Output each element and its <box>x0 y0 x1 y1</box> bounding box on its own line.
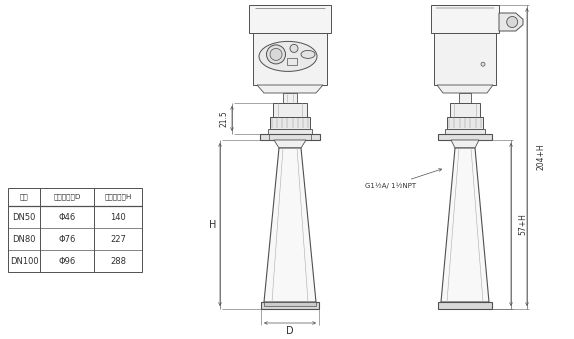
Text: 227: 227 <box>110 235 126 243</box>
Polygon shape <box>437 85 493 93</box>
Polygon shape <box>264 148 316 302</box>
Polygon shape <box>257 85 323 93</box>
Text: DN50: DN50 <box>12 213 36 221</box>
Text: Φ76: Φ76 <box>59 235 76 243</box>
Bar <box>438 302 492 309</box>
Bar <box>445 129 485 134</box>
Bar <box>249 5 331 33</box>
Text: 喇叭口直径D: 喇叭口直径D <box>53 194 81 200</box>
Bar <box>264 302 316 305</box>
Text: 204+H: 204+H <box>537 144 545 170</box>
Text: 法兰: 法兰 <box>20 194 28 200</box>
Polygon shape <box>441 148 489 302</box>
Polygon shape <box>499 13 523 31</box>
Text: 57+H: 57+H <box>518 214 528 236</box>
Bar <box>287 58 297 65</box>
Circle shape <box>290 44 298 53</box>
Bar <box>447 117 483 129</box>
Text: 140: 140 <box>110 213 126 221</box>
Bar <box>260 134 320 140</box>
Polygon shape <box>451 140 479 148</box>
Text: 喇叭口高度H: 喇叭口高度H <box>104 194 131 200</box>
Text: Φ46: Φ46 <box>59 213 76 221</box>
Bar <box>273 103 307 117</box>
Text: 21.5: 21.5 <box>219 110 228 127</box>
Bar <box>8 188 142 272</box>
Text: H: H <box>210 219 217 230</box>
Bar <box>459 93 471 103</box>
Circle shape <box>266 45 285 64</box>
Polygon shape <box>274 140 306 148</box>
Bar <box>438 134 492 140</box>
Circle shape <box>270 48 282 60</box>
Text: DN80: DN80 <box>12 235 36 243</box>
Circle shape <box>507 17 518 27</box>
Bar <box>431 5 499 33</box>
Ellipse shape <box>259 41 317 72</box>
Circle shape <box>481 62 485 66</box>
Text: Φ96: Φ96 <box>59 257 76 265</box>
Bar <box>434 33 496 85</box>
Text: D: D <box>286 326 294 336</box>
Bar <box>269 134 311 140</box>
Bar <box>450 103 480 117</box>
Text: 288: 288 <box>110 257 126 265</box>
Text: G1½A/ 1½NPT: G1½A/ 1½NPT <box>365 168 441 189</box>
Ellipse shape <box>301 51 315 58</box>
Bar <box>283 93 297 103</box>
Bar <box>261 302 319 309</box>
Bar <box>270 117 310 129</box>
Bar <box>253 33 327 85</box>
Text: DN100: DN100 <box>10 257 38 265</box>
Bar <box>268 129 312 134</box>
